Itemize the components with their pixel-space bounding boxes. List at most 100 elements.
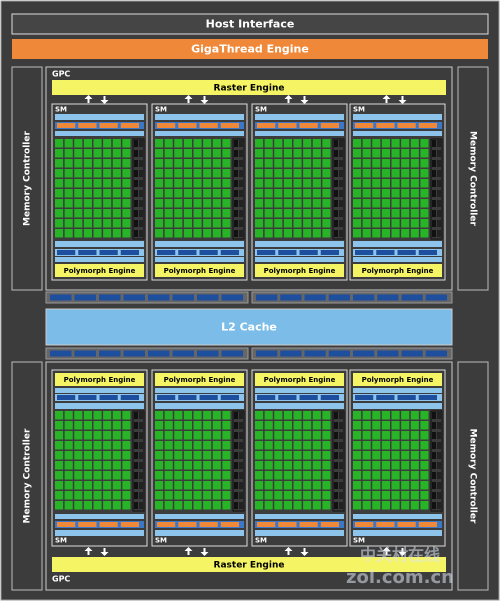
register-cell [120,395,139,400]
register-cell [220,250,239,255]
core [64,481,73,490]
memory-cell [197,294,219,301]
core [283,491,292,500]
orange-cell [355,123,374,128]
core [401,199,410,208]
ldst-cell [334,452,338,459]
core [255,229,264,238]
core [193,431,202,440]
core [64,179,73,188]
core [222,421,231,430]
core [283,159,292,168]
core [293,169,302,178]
core [293,431,302,440]
core [372,411,381,420]
core [274,149,283,158]
core [293,219,302,228]
core [420,229,429,238]
core [222,431,231,440]
sfu-cell [139,502,143,509]
polymorph-engine: Polymorph Engine [264,267,336,275]
ldst-cell [432,422,436,429]
sm-bar [155,514,244,519]
core [64,441,73,450]
sm-bar [55,114,144,120]
memory-cell [221,350,243,357]
core [391,229,400,238]
core [74,421,83,430]
register-cell [397,395,416,400]
core [112,461,121,470]
core [303,229,312,238]
memory-controller: Memory Controller [468,131,478,226]
core [303,159,312,168]
sm-bar [155,257,244,262]
core [112,179,121,188]
register-cell [278,395,297,400]
register-cell [376,395,395,400]
arrow [382,95,391,103]
core [391,179,400,188]
core [203,441,212,450]
sfu-cell [239,200,243,207]
core [391,471,400,480]
host-interface-box [11,13,489,35]
core [283,501,292,510]
l2-cache: L2 Cache [221,321,277,334]
sfu-cell [339,422,343,429]
core [401,179,410,188]
core [122,491,131,500]
core [122,179,131,188]
core [255,169,264,178]
orange-cell [157,522,176,527]
register-cell [397,250,416,255]
core [212,229,221,238]
core [303,441,312,450]
core [103,159,112,168]
core [322,139,331,148]
core [222,179,231,188]
core [353,431,362,440]
core [283,441,292,450]
memory-row [251,347,453,360]
core [112,189,121,198]
core [410,481,419,490]
memory-cell [50,294,72,301]
core [183,451,192,460]
core [293,179,302,188]
core [55,431,64,440]
core [362,169,371,178]
core [381,491,390,500]
core [212,431,221,440]
core [103,229,112,238]
ldst-cell [334,502,338,509]
core [372,229,381,238]
core [103,461,112,470]
core [112,209,121,218]
core [83,229,92,238]
core [381,219,390,228]
core [362,229,371,238]
core [312,481,321,490]
polymorph-box [155,373,244,386]
core [103,199,112,208]
core [381,169,390,178]
core [212,219,221,228]
core [420,219,429,228]
sfu-cell [239,190,243,197]
core [391,431,400,440]
core [293,421,302,430]
core [64,501,73,510]
core [255,481,264,490]
register-cell [157,250,176,255]
sfu-cell [339,412,343,419]
core [362,481,371,490]
ldst-cell [134,472,138,479]
ldst-cell [432,482,436,489]
core [55,159,64,168]
core [122,471,131,480]
sfu-cell [339,150,343,157]
sfu-cell [437,472,441,479]
core [164,441,173,450]
core [203,411,212,420]
